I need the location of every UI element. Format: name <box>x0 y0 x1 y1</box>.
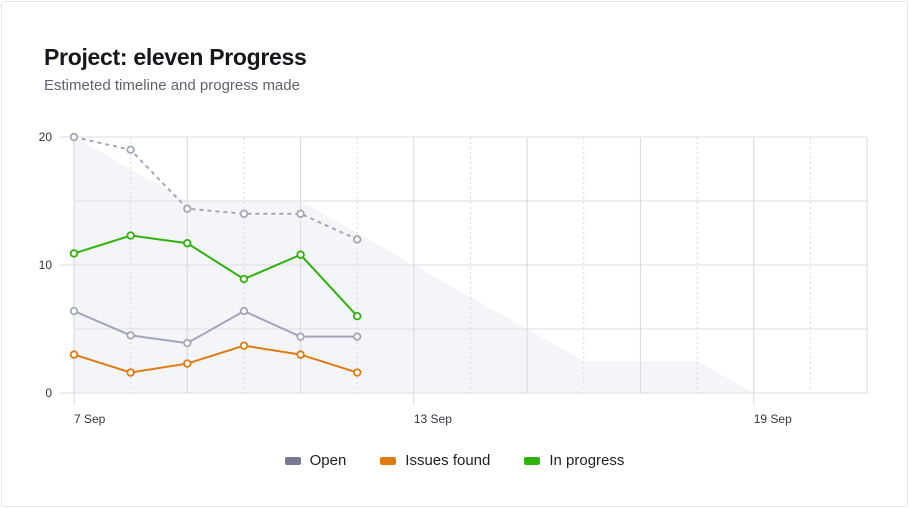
estimated-point <box>183 204 192 213</box>
y-tick-label: 0 <box>45 386 52 400</box>
legend-item-in-progress[interactable]: In progress <box>524 452 624 469</box>
open-point <box>296 332 305 341</box>
y-tick-label: 10 <box>39 258 53 272</box>
legend-label: In progress <box>549 452 625 469</box>
estimated-point <box>69 132 79 142</box>
y-tick-label: 20 <box>39 130 53 144</box>
open-point <box>353 332 362 341</box>
in-progress-point <box>296 250 305 259</box>
legend-swatch <box>284 456 301 465</box>
open-point <box>183 338 192 348</box>
in-progress-line <box>73 234 358 317</box>
estimated-point <box>126 145 135 154</box>
legend-label: Issues found <box>405 452 491 469</box>
x-tick-label: 7 Sep <box>74 412 106 426</box>
chart-legend: Open Issues found In progress <box>0 452 909 469</box>
issues-found-point <box>239 341 249 350</box>
in-progress-point <box>69 249 79 258</box>
chart-subtitle: Estimeted timeline and progress made <box>44 77 300 94</box>
open-point <box>126 331 135 340</box>
in-progress-point <box>353 312 362 321</box>
issues-found-point <box>296 350 305 359</box>
estimated-point <box>353 235 362 244</box>
legend-item-open[interactable]: Open <box>284 452 347 469</box>
x-tick-label: 13 Sep <box>414 412 452 426</box>
issues-found-point <box>126 368 135 377</box>
open-point <box>239 306 249 316</box>
chart-title: Project: eleven Progress <box>44 44 307 70</box>
in-progress-point <box>239 274 249 284</box>
x-tick-label: 19 Sep <box>754 412 792 426</box>
legend-item-issues-found[interactable]: Issues found <box>380 452 490 469</box>
issues-found-line <box>73 344 358 374</box>
estimated-point <box>239 209 249 218</box>
issues-found-point <box>353 368 362 377</box>
open-point <box>69 306 79 316</box>
issues-found-point <box>69 350 79 359</box>
in-progress-point <box>126 231 135 240</box>
in-progress-point <box>183 239 192 248</box>
legend-swatch <box>380 456 397 465</box>
issues-found-point <box>183 359 192 368</box>
estimated-point <box>296 209 305 218</box>
estimated-line <box>73 136 358 241</box>
open-line <box>73 309 358 345</box>
legend-swatch <box>524 456 541 465</box>
legend-label: Open <box>309 452 347 469</box>
